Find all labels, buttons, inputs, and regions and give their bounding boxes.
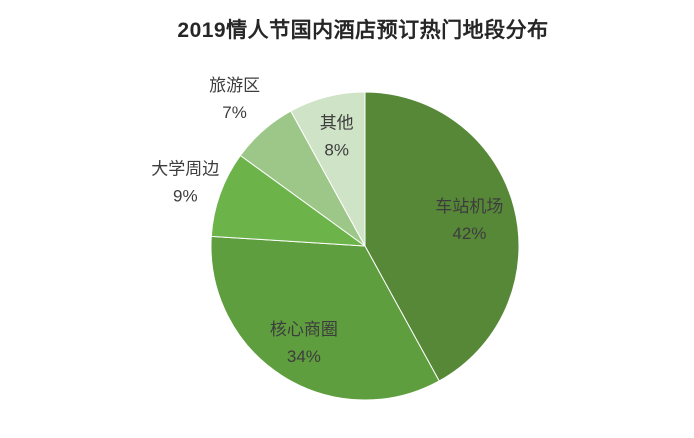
pie-label-4: 旅游区 7%	[209, 76, 260, 122]
pie-slice-1	[364, 91, 520, 382]
pie-slice-5	[290, 91, 366, 247]
pie-label-1: 车站机场 42%	[435, 197, 503, 243]
pie-slice-2	[210, 235, 440, 401]
pie-label-5: 其他 8%	[320, 114, 354, 160]
pie-label-3: 大学周边 9%	[151, 159, 219, 205]
chart-title: 2019情人节国内酒店预订热门地段分布	[177, 19, 549, 42]
pie-slice-3	[210, 154, 366, 247]
pie-label-2: 核心商圈 34%	[270, 320, 338, 366]
